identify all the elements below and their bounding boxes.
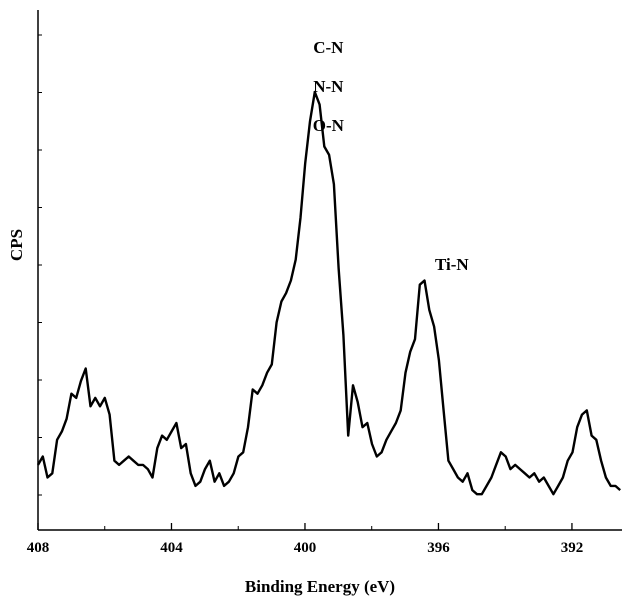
x-tick-label: 400 [294,540,317,556]
peak-label: C-N [313,38,344,57]
series-layer [36,90,621,496]
peak-label: N-N [313,77,344,96]
x-tick-label: 408 [27,540,50,556]
ticks: 408 404 400 396 392 [27,34,584,556]
x-tick-label: 392 [561,540,584,556]
peak-label: Ti-N [435,255,469,274]
x-tick-label: 396 [427,540,450,556]
axes [37,10,622,531]
y-axis-label: CPS [7,229,26,261]
x-axis-label: Binding Energy (eV) [245,577,395,596]
peak-label: O-N [313,116,345,135]
x-tick-label: 404 [160,540,183,556]
spectrum-line [36,90,621,496]
annotations: C-N N-N O-N Ti-N [313,38,470,274]
